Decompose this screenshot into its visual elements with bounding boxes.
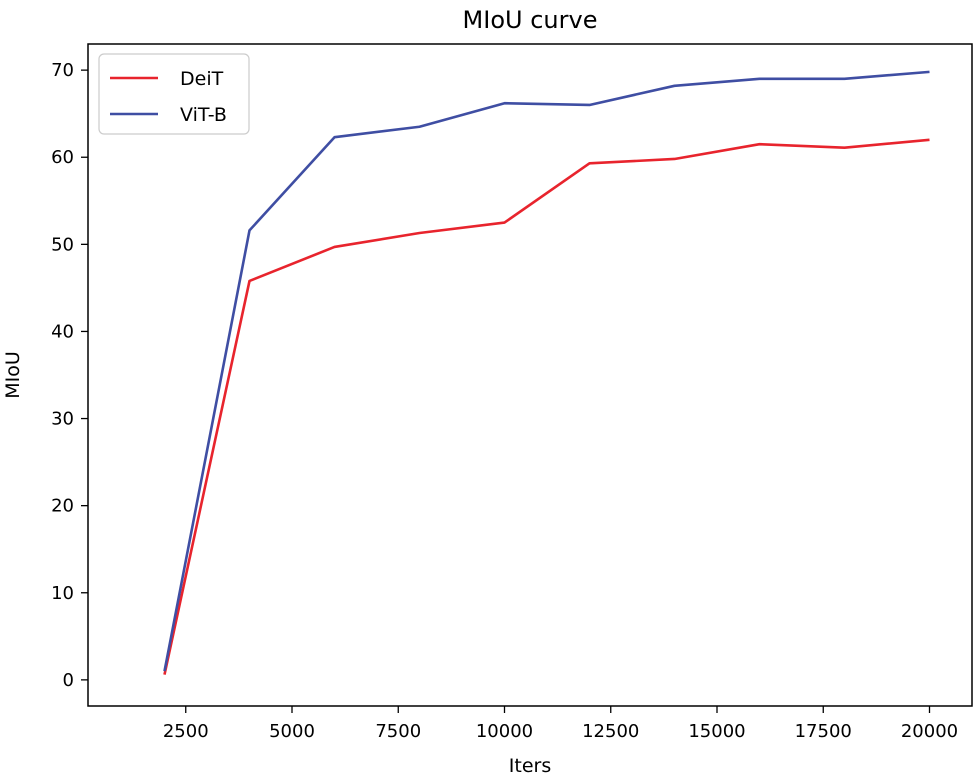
legend: DeiT ViT-B [98,53,250,135]
series-line-deit [163,138,930,675]
y-tick-label: 70 [51,60,74,81]
y-axis-label: MIoU [2,351,24,399]
y-tick-label: 30 [51,409,74,430]
x-tick-label: 17500 [795,721,852,742]
x-tick-label: 10000 [476,721,533,742]
y-tick-label: 50 [51,234,74,255]
y-tick-label: 10 [51,583,74,604]
axis-ticks: 2500 5000 7500 10000 12500 15000 17500 20000 0 10… [51,60,958,742]
y-tick-label: 60 [51,147,74,168]
x-tick-label: 12500 [582,721,639,742]
chart-title: MIoU curve [463,6,598,34]
x-tick-label: 5000 [269,721,315,742]
x-tick-label: 20000 [901,721,958,742]
x-axis-label: Iters [509,755,551,777]
y-tick-label: 20 [51,496,74,517]
legend-label: DeiT [180,68,224,90]
plot-frame [87,43,973,707]
legend-label: ViT-B [180,104,227,126]
x-tick-label: 7500 [375,721,421,742]
x-tick-label: 2500 [163,721,209,742]
y-tick-label: 0 [63,670,74,691]
series-lines [163,70,930,675]
series-line-vit-b [163,70,930,672]
y-tick-label: 40 [51,321,74,342]
x-tick-label: 15000 [688,721,745,742]
